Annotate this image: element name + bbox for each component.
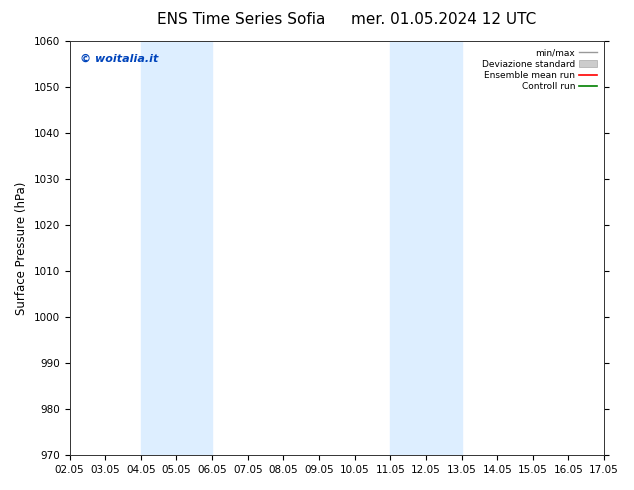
Text: mer. 01.05.2024 12 UTC: mer. 01.05.2024 12 UTC [351,12,536,27]
Bar [391,41,462,455]
Text: ENS Time Series Sofia: ENS Time Series Sofia [157,12,325,27]
Bar [141,41,212,455]
Legend: min/max, Deviazione standard, Ensemble mean run, Controll run: min/max, Deviazione standard, Ensemble m… [479,46,600,94]
Y-axis label: Surface Pressure (hPa): Surface Pressure (hPa) [15,181,28,315]
Text: © woitalia.it: © woitalia.it [81,53,158,64]
